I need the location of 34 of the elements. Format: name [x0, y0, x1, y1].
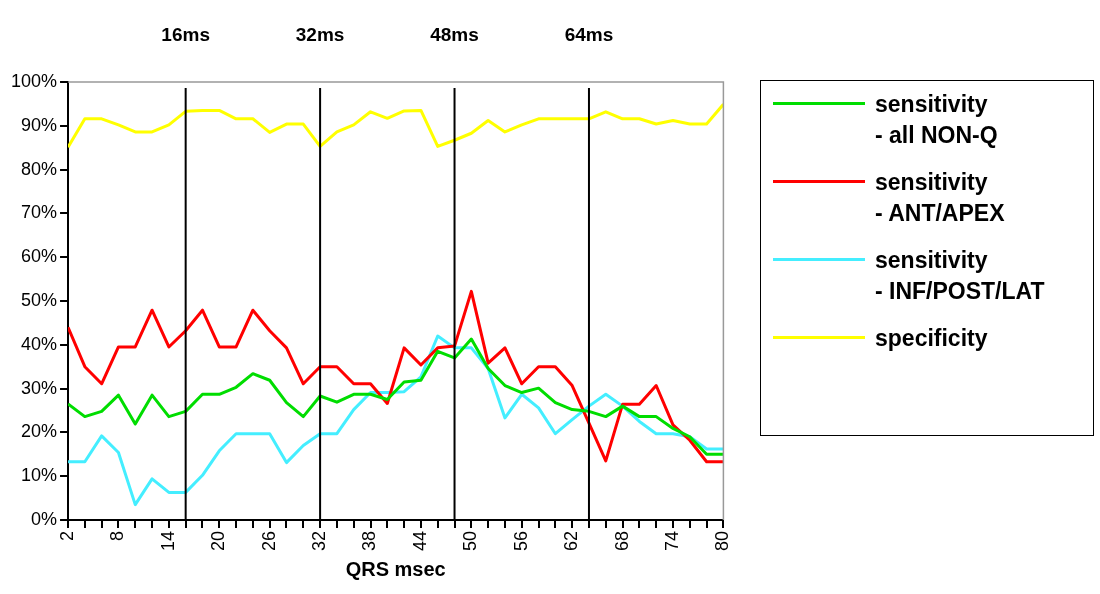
y-tick-label: 0%: [31, 508, 58, 529]
x-tick-label: 20: [208, 530, 229, 552]
legend-label: specificity: [875, 324, 988, 353]
x-tick-label: 2: [57, 530, 78, 541]
x-tick-label: 44: [409, 530, 430, 552]
x-tick-label: 56: [510, 530, 531, 552]
x-tick-label: 74: [661, 530, 682, 552]
y-tick-label: 50%: [21, 289, 58, 310]
y-tick-label: 80%: [21, 158, 58, 179]
x-tick-label: 26: [258, 530, 279, 552]
x-tick-label: 50: [460, 530, 481, 552]
x-tick-label: 8: [107, 530, 128, 541]
x-tick-label: 32: [309, 530, 330, 552]
y-tick-label: 40%: [21, 333, 58, 354]
x-tick-label: 68: [611, 530, 632, 552]
y-tick-label: 100%: [10, 70, 58, 91]
ref-line-label: 16ms: [161, 24, 210, 46]
ref-line-label: 48ms: [430, 24, 479, 46]
legend-label: sensitivity - INF/POST/LAT: [875, 246, 1045, 306]
y-tick-label: 10%: [21, 465, 58, 486]
x-tick-label: 14: [157, 530, 178, 552]
x-axis-title: QRS msec: [345, 557, 446, 580]
y-tick-label: 70%: [21, 202, 58, 223]
legend-label: sensitivity - ANT/APEX: [875, 168, 1005, 228]
ref-line-label: 32ms: [295, 24, 345, 46]
x-tick-label: 62: [561, 530, 582, 552]
y-tick-label: 30%: [21, 377, 58, 398]
x-tick-label: 80: [712, 530, 733, 552]
y-tick-label: 60%: [21, 246, 58, 267]
ref-line-label: 64ms: [564, 24, 614, 46]
legend-label: sensitivity - all NON-Q: [875, 90, 998, 150]
y-tick-label: 20%: [21, 421, 58, 442]
x-tick-label: 38: [359, 530, 380, 552]
y-tick-label: 90%: [21, 114, 58, 135]
